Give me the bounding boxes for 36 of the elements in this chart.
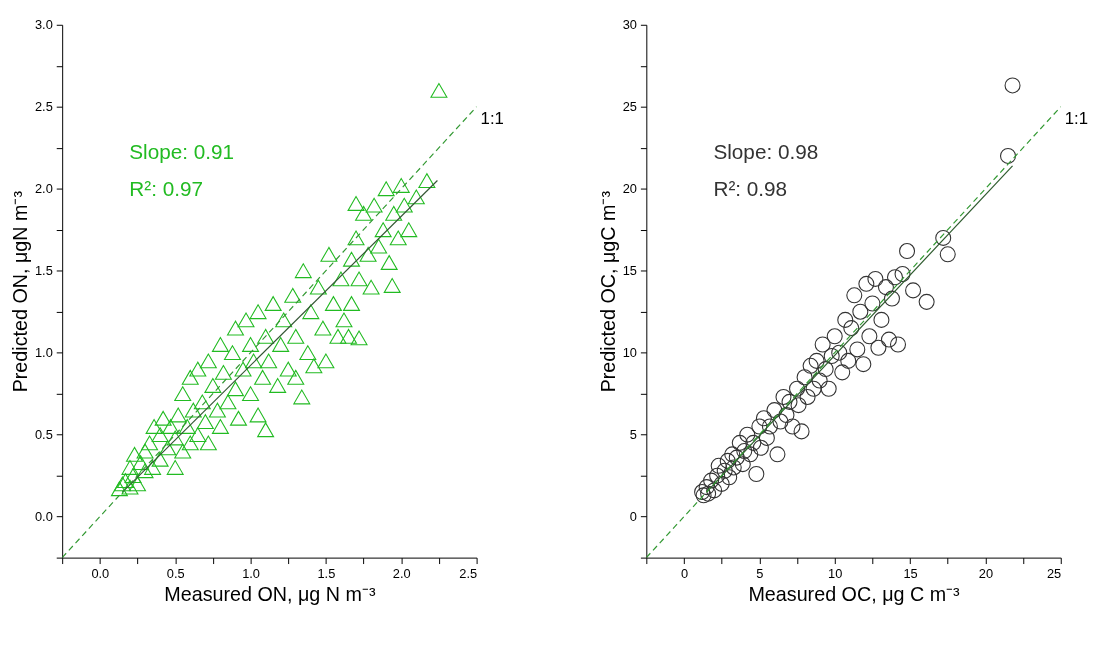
y-tick-label: 2.0	[34, 181, 53, 197]
x-tick-label: 2.0	[392, 565, 411, 581]
y-tick-label: 2.5	[34, 99, 53, 115]
x-tick-label: 15	[903, 565, 918, 581]
y-tick-label: 20	[622, 181, 637, 197]
y-tick-label: 0.5	[34, 427, 53, 443]
annotation: R²: 0.97	[129, 177, 203, 201]
y-tick-label: 1.5	[34, 263, 53, 279]
y-tick-label: 3.0	[34, 17, 53, 33]
x-tick-label: 1.0	[242, 565, 260, 581]
x-tick-label: 0.5	[166, 565, 185, 581]
annotation: R²: 0.98	[713, 177, 788, 201]
x-tick-label: 0	[680, 565, 689, 581]
y-tick-label: 1.0	[34, 345, 53, 361]
y-tick-label: 10	[622, 345, 637, 361]
y-tick-label: 0	[629, 509, 637, 525]
x-tick-label: 0.0	[91, 565, 110, 581]
annotation: 1:1	[480, 108, 504, 128]
y-tick-label: 25	[622, 99, 637, 115]
x-tick-label: 20	[978, 565, 994, 581]
annotation: Slope: 0.98	[713, 139, 819, 163]
y-axis-title: Predicted OC, μgC m⁻³	[596, 190, 619, 393]
y-tick-label: 0.0	[34, 509, 53, 525]
x-tick-label: 2.5	[459, 565, 478, 581]
annotation: Slope: 0.91	[129, 139, 235, 163]
x-tick-label: 1.5	[317, 565, 336, 581]
y-tick-label: 5	[629, 427, 637, 443]
x-axis-title: Measured ON, μg N m⁻³	[164, 582, 376, 605]
y-tick-label: 30	[622, 17, 637, 33]
x-axis-title: Measured OC, μg C m⁻³	[748, 582, 961, 605]
y-tick-label: 15	[622, 263, 637, 279]
y-axis-title: Predicted ON, μgN m⁻³	[9, 190, 32, 393]
x-tick-label: 25	[1047, 565, 1062, 581]
annotation: 1:1	[1064, 108, 1089, 128]
x-tick-label: 5	[756, 565, 764, 581]
x-tick-label: 10	[828, 565, 843, 581]
